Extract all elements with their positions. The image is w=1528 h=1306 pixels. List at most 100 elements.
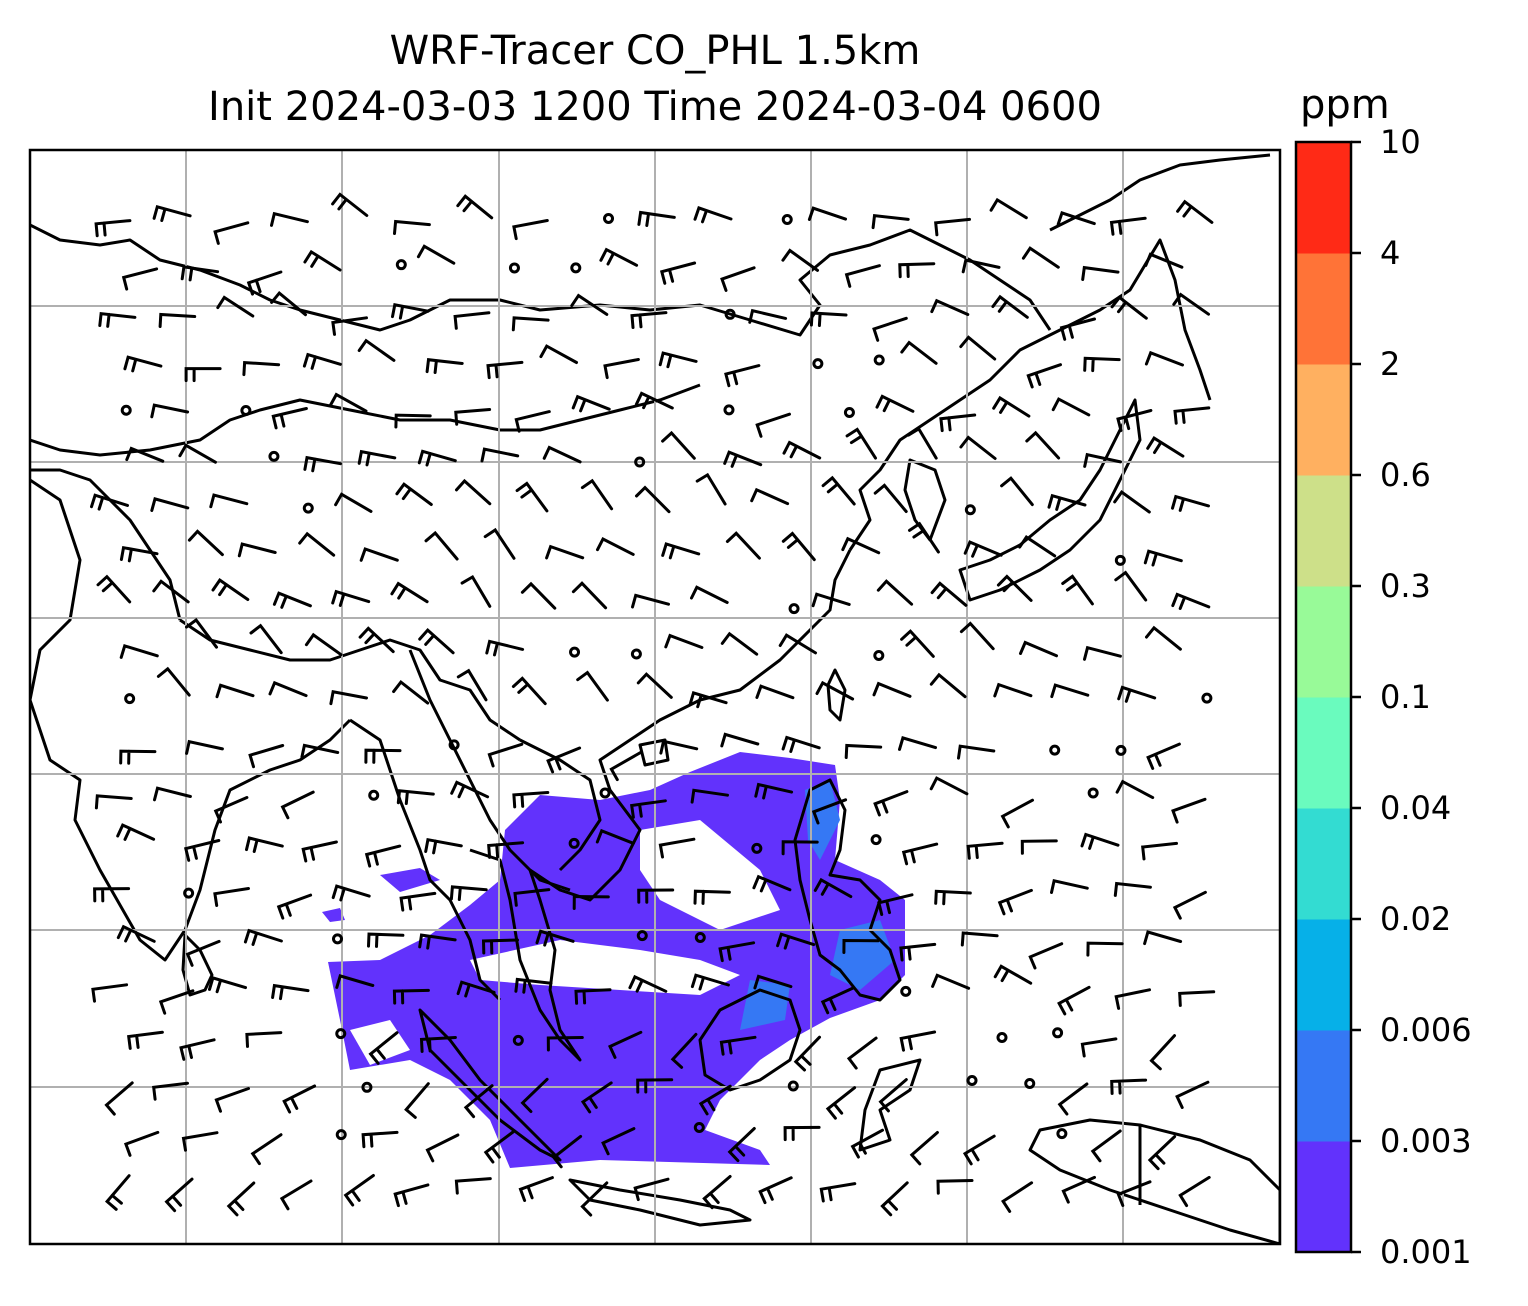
wind-barb bbox=[1147, 1135, 1177, 1171]
wind-barb bbox=[601, 1127, 636, 1156]
wind-barb bbox=[545, 544, 585, 560]
wind-barb bbox=[335, 974, 375, 989]
wind-barb bbox=[1172, 292, 1210, 316]
wind-barb bbox=[929, 672, 967, 699]
calm-wind-circle bbox=[873, 354, 885, 366]
wind-barb bbox=[245, 1031, 283, 1048]
wind-barb bbox=[809, 311, 848, 327]
wind-barb bbox=[123, 355, 163, 373]
wind-barb bbox=[361, 1130, 399, 1149]
wind-barb bbox=[670, 1032, 698, 1069]
wind-barb bbox=[819, 1182, 857, 1203]
wind-barb bbox=[909, 1131, 939, 1166]
wind-barb bbox=[1178, 990, 1216, 1007]
wind-barb bbox=[1114, 570, 1148, 602]
wind-barb bbox=[845, 427, 877, 460]
wind-barb bbox=[364, 844, 402, 868]
border-laos-vietnam bbox=[519, 738, 602, 872]
wind-barb bbox=[633, 1177, 670, 1202]
wind-barb bbox=[213, 796, 249, 824]
wind-barb bbox=[871, 213, 910, 230]
calm-wind-circle bbox=[694, 932, 706, 944]
colorbar-tick-label: 0.003 bbox=[1380, 1122, 1472, 1160]
wind-barb bbox=[513, 888, 551, 907]
wind-barb bbox=[636, 672, 673, 699]
wind-barb bbox=[418, 627, 455, 655]
wind-barb bbox=[1021, 246, 1060, 269]
wind-barb bbox=[719, 1035, 757, 1056]
wind-barb bbox=[880, 1181, 909, 1217]
coastline-japan bbox=[958, 398, 1142, 602]
map-title-line2: Init 2024-03-03 1200 Time 2024-03-04 060… bbox=[208, 84, 1102, 130]
wind-barb bbox=[960, 931, 999, 947]
wind-barb bbox=[364, 748, 402, 764]
wind-barb bbox=[1171, 494, 1210, 512]
wind-barb bbox=[512, 791, 550, 809]
wind-barb bbox=[725, 531, 761, 560]
wind-barb bbox=[781, 531, 816, 562]
wind-barb bbox=[211, 578, 250, 601]
wind-barb bbox=[957, 744, 996, 760]
wind-barb bbox=[187, 529, 224, 557]
wind-barb bbox=[424, 837, 463, 855]
wind-barb bbox=[1110, 295, 1148, 320]
calm-wind-circle bbox=[1052, 1027, 1064, 1039]
wind-barb bbox=[268, 680, 308, 698]
wind-barb bbox=[1051, 397, 1091, 417]
wind-barb bbox=[724, 364, 761, 388]
tracer-plume-philippines-core bbox=[740, 780, 895, 1030]
wind-barb bbox=[1171, 592, 1211, 610]
wind-barb bbox=[487, 841, 525, 859]
wind-barb bbox=[456, 668, 488, 702]
wind-barb bbox=[399, 891, 437, 912]
calm-wind-circle bbox=[900, 985, 912, 997]
wind-barb bbox=[603, 358, 640, 380]
wind-barb bbox=[1080, 832, 1120, 850]
wind-barb bbox=[331, 589, 371, 607]
calm-wind-circle bbox=[843, 406, 855, 418]
wind-barb bbox=[1086, 941, 1124, 957]
calm-wind-circle bbox=[788, 603, 800, 615]
wind-barb bbox=[1000, 798, 1034, 829]
colorbar-tick-label: 0.001 bbox=[1380, 1233, 1472, 1271]
wind-barb bbox=[119, 644, 159, 659]
wind-barb bbox=[215, 683, 255, 699]
wind-barb bbox=[301, 840, 338, 863]
wind-barb bbox=[396, 789, 435, 805]
wind-barb bbox=[878, 1078, 908, 1113]
wind-barb bbox=[908, 521, 940, 554]
calm-wind-circle bbox=[634, 456, 646, 468]
wind-barb bbox=[123, 1130, 160, 1157]
wind-barb bbox=[996, 574, 1033, 602]
wind-barb bbox=[511, 316, 550, 332]
wind-barb bbox=[304, 632, 343, 657]
calm-wind-circle bbox=[787, 1080, 799, 1092]
colorbar-segment bbox=[1296, 253, 1351, 365]
wind-barb bbox=[1144, 252, 1184, 269]
calm-wind-circle bbox=[723, 404, 735, 416]
colorbar-tick-label: 0.006 bbox=[1380, 1011, 1472, 1049]
wind-barb bbox=[331, 316, 368, 336]
wind-barb bbox=[93, 887, 131, 903]
wind-barb bbox=[580, 478, 614, 511]
wind-barb bbox=[213, 221, 250, 245]
wind-barb bbox=[571, 581, 608, 610]
wind-barb bbox=[331, 884, 371, 902]
colorbar-tick-label: 0.6 bbox=[1380, 456, 1431, 494]
wind-barb bbox=[367, 932, 405, 948]
wind-barb bbox=[1056, 211, 1096, 226]
wind-barb bbox=[727, 1127, 756, 1163]
wind-barb bbox=[1172, 890, 1207, 920]
wind-barb bbox=[98, 311, 137, 328]
wind-barb bbox=[185, 739, 224, 755]
wind-barb bbox=[520, 1077, 549, 1113]
wind-barb bbox=[1171, 797, 1207, 824]
wind-barb bbox=[392, 679, 430, 705]
wind-barb bbox=[249, 623, 283, 655]
wind-barb bbox=[270, 290, 307, 317]
wind-barb bbox=[391, 303, 430, 320]
calm-wind-circle bbox=[448, 739, 460, 751]
wind-barb bbox=[821, 475, 856, 506]
wind-barb bbox=[279, 1179, 313, 1211]
